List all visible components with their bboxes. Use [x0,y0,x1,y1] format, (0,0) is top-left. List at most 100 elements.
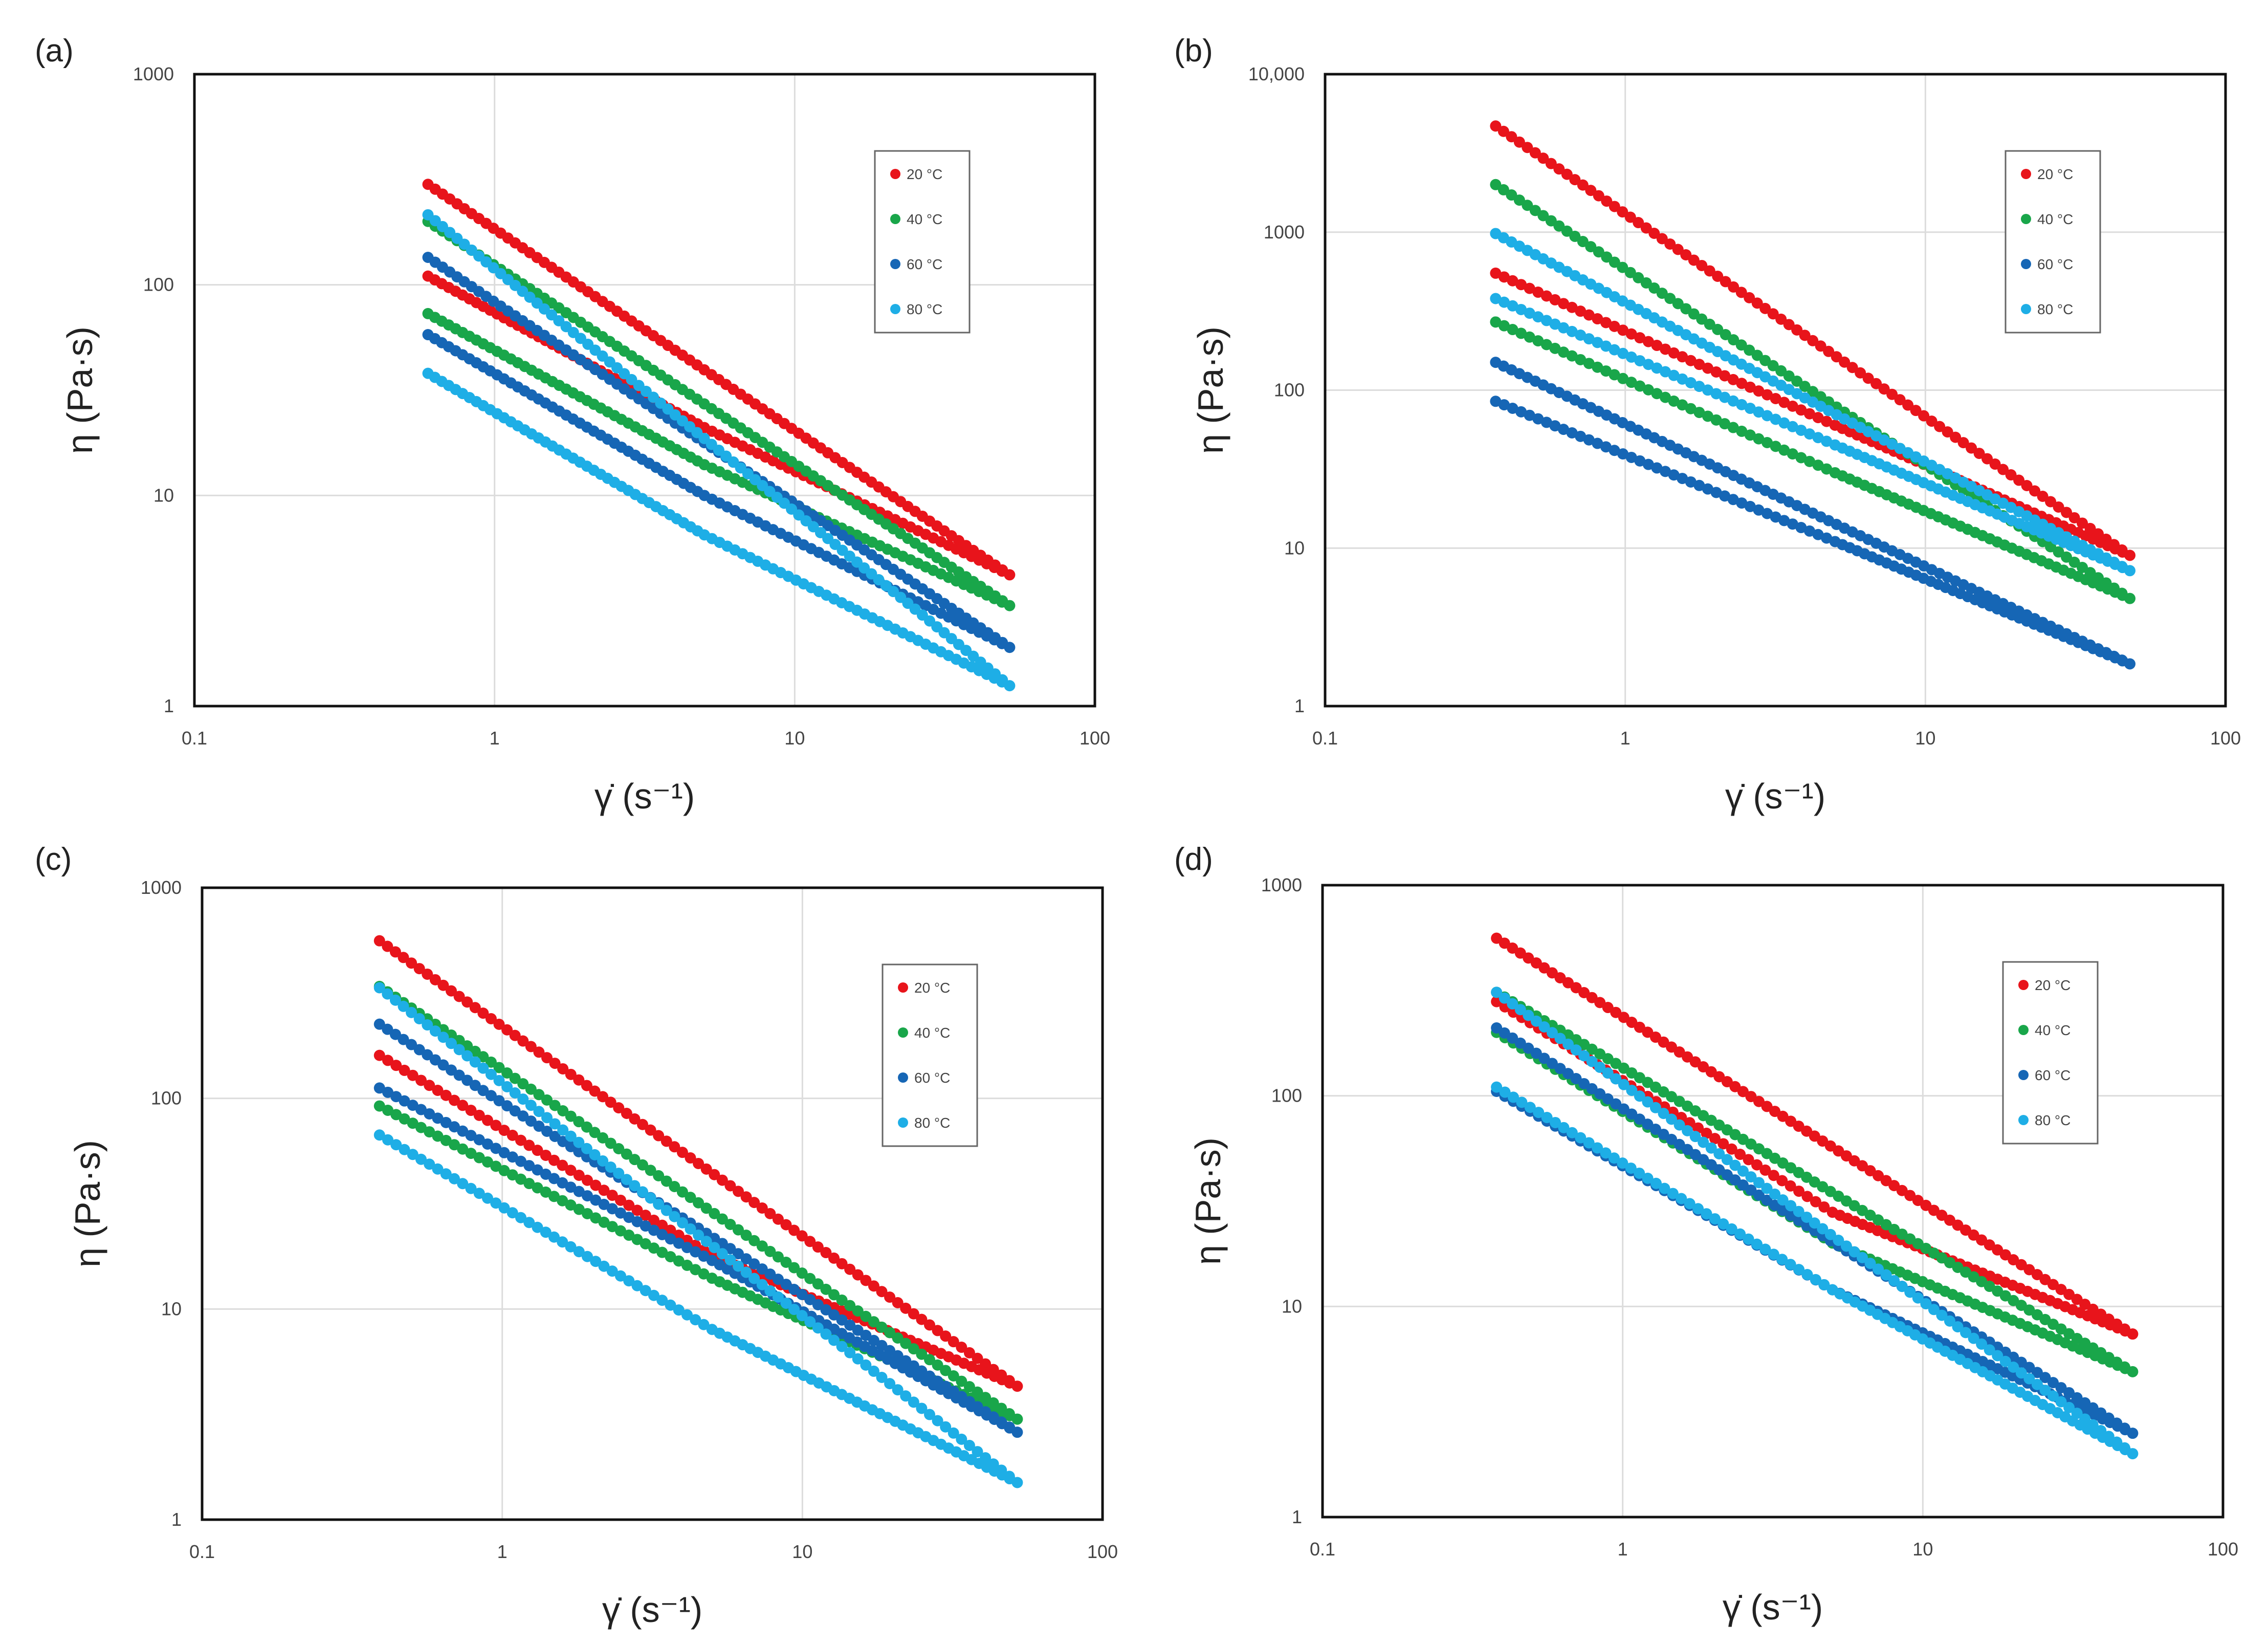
data-point [390,1109,402,1121]
data-point [1719,418,1731,430]
data-point [1672,244,1684,255]
data-point [1593,190,1604,202]
legend-label: 40 °C [914,1025,950,1041]
data-point [432,1163,444,1175]
data-point [1712,323,1724,335]
data-point [477,1062,489,1074]
plot-area [1324,73,2227,708]
data-point [565,1241,577,1253]
data-point [477,1085,489,1096]
data-point [1668,347,1680,359]
data-point [665,1299,676,1311]
data-point [1809,1217,1820,1229]
data-point [860,1275,872,1286]
data-point [1812,459,1824,471]
data-point [812,1322,824,1334]
data-point [1664,238,1676,250]
data-point [693,1230,704,1241]
data-point [772,1213,784,1225]
legend-label: 80 °C [907,301,942,317]
data-point [876,1321,888,1333]
data-point [614,1207,626,1219]
data-point [884,1291,896,1303]
data-point [1624,267,1636,278]
data-point [415,1104,427,1115]
data-point [2015,1367,2027,1379]
data-point [772,1251,784,1263]
data-point [1633,272,1644,283]
data-point [1583,358,1595,369]
data-point [481,1156,493,1168]
legend-box [2005,150,2101,334]
data-point [804,1273,816,1284]
data-point [515,1134,526,1146]
data-point [1533,1107,1545,1118]
data-point [1499,1086,1511,1098]
data-point [1717,1218,1729,1230]
data-point [432,1112,444,1124]
data-point [836,1295,848,1306]
data-point [844,1347,856,1358]
data-point [614,1194,626,1206]
data-point [613,1168,625,1179]
data-point [748,1258,760,1270]
data-point [1812,529,1824,540]
data-point [1674,1119,1685,1131]
data-point [1507,300,1518,312]
data-point [1594,1061,1606,1073]
data-point [507,1169,518,1181]
data-point [473,1134,485,1146]
data-point [1778,417,1790,429]
data-point [1692,1122,1704,1134]
data-point [533,1106,545,1117]
data-point [908,1343,919,1355]
data-point [804,1316,816,1328]
data-point [804,1293,816,1305]
data-point [461,1074,473,1086]
data-point [549,1100,561,1111]
data-point [1558,424,1570,435]
data-point [1540,339,1552,350]
data-point [1734,1149,1746,1160]
data-point [764,1245,776,1257]
panel-label: (a) [35,33,74,69]
legend-box [874,150,971,334]
data-point [485,1013,497,1025]
data-point [407,1069,419,1081]
data-point [1918,410,1930,422]
data-point [1609,344,1620,356]
data-point [573,1116,585,1128]
data-point [631,1216,643,1227]
legend-marker [2018,1025,2029,1035]
data-point [1736,378,1748,389]
data-point [852,1269,864,1281]
data-point [698,1251,710,1262]
data-point [1803,455,1815,467]
data-point [461,996,473,1008]
y-tick-label: 1000 [133,63,174,84]
data-point [422,367,434,379]
data-point [1507,1091,1519,1103]
data-point [1609,369,1620,381]
data-point [1712,270,1724,282]
data-point [1778,444,1790,456]
data-point [1545,158,1557,169]
data-point [1491,1081,1503,1093]
data-point [1592,361,1603,373]
data-point [1558,1122,1570,1133]
data-point [1778,397,1790,408]
data-point [1829,419,1841,431]
data-point [780,1297,792,1309]
y-tick-label: 1 [164,695,174,716]
data-point [1677,473,1688,485]
data-point [565,1165,577,1176]
x-tick-label: 1 [497,1541,508,1562]
data-point [1577,236,1589,248]
y-tick-label: 10,000 [1248,63,1305,84]
data-point [1815,391,1826,403]
data-point [1592,1142,1603,1154]
data-point [1651,462,1663,474]
data-point [1625,1163,1637,1174]
data-point [1770,413,1781,425]
data-point [748,1273,760,1284]
